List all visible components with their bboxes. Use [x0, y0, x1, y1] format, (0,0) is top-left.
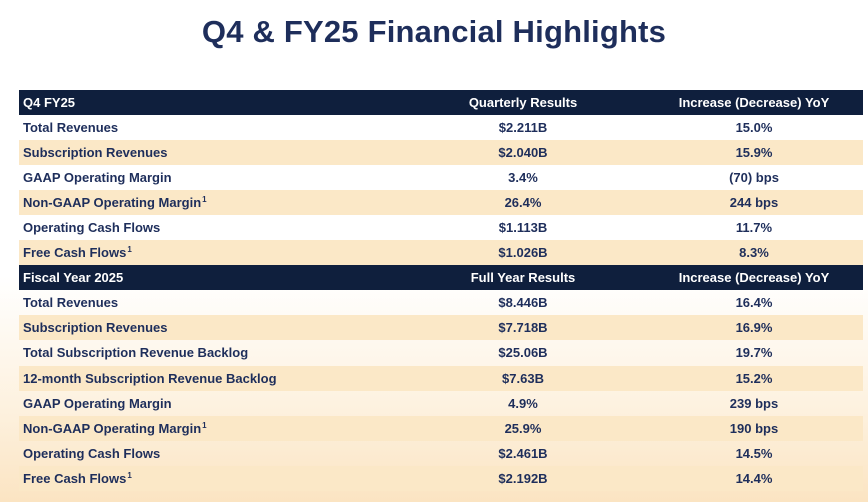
header-results: Quarterly Results: [468, 95, 578, 110]
metric-value: $2.211B: [498, 120, 548, 136]
metric-label: Free Cash Flows1: [23, 245, 132, 261]
table-row: Free Cash Flows1 $1.026B 8.3%: [19, 240, 863, 266]
metric-change: 190 bps: [729, 420, 779, 436]
metric-value: 3.4%: [508, 170, 538, 186]
table-row: Non-GAAP Operating Margin1 25.9% 190 bps: [19, 415, 863, 441]
metric-value: $1.026B: [498, 245, 548, 261]
metric-change: 16.9%: [735, 320, 773, 336]
metric-label: Non-GAAP Operating Margin1: [23, 420, 207, 436]
metric-label: Total Revenues: [23, 120, 119, 136]
metric-value: $7.718B: [498, 320, 548, 336]
metric-label: 12-month Subscription Revenue Backlog: [23, 370, 277, 386]
header-change: Increase (Decrease) YoY: [678, 270, 830, 286]
metric-label: Operating Cash Flows: [23, 220, 161, 236]
table-row: Subscription Revenues $7.718B 16.9%: [19, 315, 863, 341]
table-row: Total Revenues $8.446B 16.4%: [19, 290, 863, 315]
metric-label: Operating Cash Flows: [23, 445, 161, 461]
metric-change: 15.9%: [735, 145, 773, 161]
metric-value: $2.192B: [498, 470, 548, 486]
metric-label: GAAP Operating Margin: [23, 170, 172, 186]
table-row: GAAP Operating Margin 3.4% (70) bps: [19, 165, 863, 190]
table-row: Operating Cash Flows $1.113B 11.7%: [19, 215, 863, 240]
metric-change: 8.3%: [739, 245, 769, 261]
metric-label: Free Cash Flows1: [23, 470, 132, 486]
table-row: Non-GAAP Operating Margin1 26.4% 244 bps: [19, 190, 863, 216]
table-row: 12-month Subscription Revenue Backlog $7…: [19, 365, 863, 391]
table-row: Subscription Revenues $2.040B 15.9%: [19, 140, 863, 166]
metric-label: Total Revenues: [23, 295, 119, 311]
metric-change: 19.7%: [735, 345, 773, 361]
metric-change: 16.4%: [735, 295, 773, 311]
metric-label: Subscription Revenues: [23, 145, 168, 161]
metric-label: Subscription Revenues: [23, 320, 168, 336]
metric-change: 11.7%: [735, 220, 773, 236]
metric-change: 244 bps: [729, 195, 779, 211]
header-period: Fiscal Year 2025: [23, 270, 124, 286]
table-row: Operating Cash Flows $2.461B 14.5%: [19, 441, 863, 466]
header-results: Full Year Results: [470, 270, 576, 286]
metric-change: 239 bps: [729, 395, 779, 411]
table-header-fy: Fiscal Year 2025 Full Year Results Incre…: [19, 265, 863, 291]
metric-value: 25.9%: [504, 420, 542, 436]
metric-value: $25.06B: [498, 345, 548, 361]
metric-label: GAAP Operating Margin: [23, 395, 172, 411]
metric-change: (70) bps: [729, 170, 779, 186]
metric-value: 26.4%: [504, 195, 542, 211]
metric-change: 14.4%: [735, 470, 773, 486]
header-change: Increase (Decrease) YoY: [678, 95, 830, 110]
metric-label: Total Subscription Revenue Backlog: [23, 345, 249, 361]
page-title: Q4 & FY25 Financial Highlights: [201, 14, 667, 49]
metric-change: 14.5%: [735, 445, 773, 461]
table-row: Total Revenues $2.211B 15.0%: [19, 115, 863, 140]
metric-label: Non-GAAP Operating Margin1: [23, 195, 207, 211]
table-header-q4: Q4 FY25 Quarterly Results Increase (Decr…: [19, 90, 863, 116]
metric-change: 15.0%: [735, 120, 773, 136]
table-row: Total Subscription Revenue Backlog $25.0…: [19, 340, 863, 365]
header-period: Q4 FY25: [23, 95, 76, 110]
table-row: GAAP Operating Margin 4.9% 239 bps: [19, 391, 863, 416]
table-row: Free Cash Flows1 $2.192B 14.4%: [19, 465, 863, 491]
metric-value: $7.63B: [502, 370, 544, 386]
metric-value: $2.461B: [498, 445, 548, 461]
metric-change: 15.2%: [735, 370, 773, 386]
metric-value: 4.9%: [508, 395, 538, 411]
metric-value: $8.446B: [498, 295, 548, 311]
metric-value: $1.113B: [498, 220, 548, 236]
metric-value: $2.040B: [498, 145, 548, 161]
financial-highlights-table: Q4 FY25 Quarterly Results Increase (Decr…: [19, 90, 863, 491]
